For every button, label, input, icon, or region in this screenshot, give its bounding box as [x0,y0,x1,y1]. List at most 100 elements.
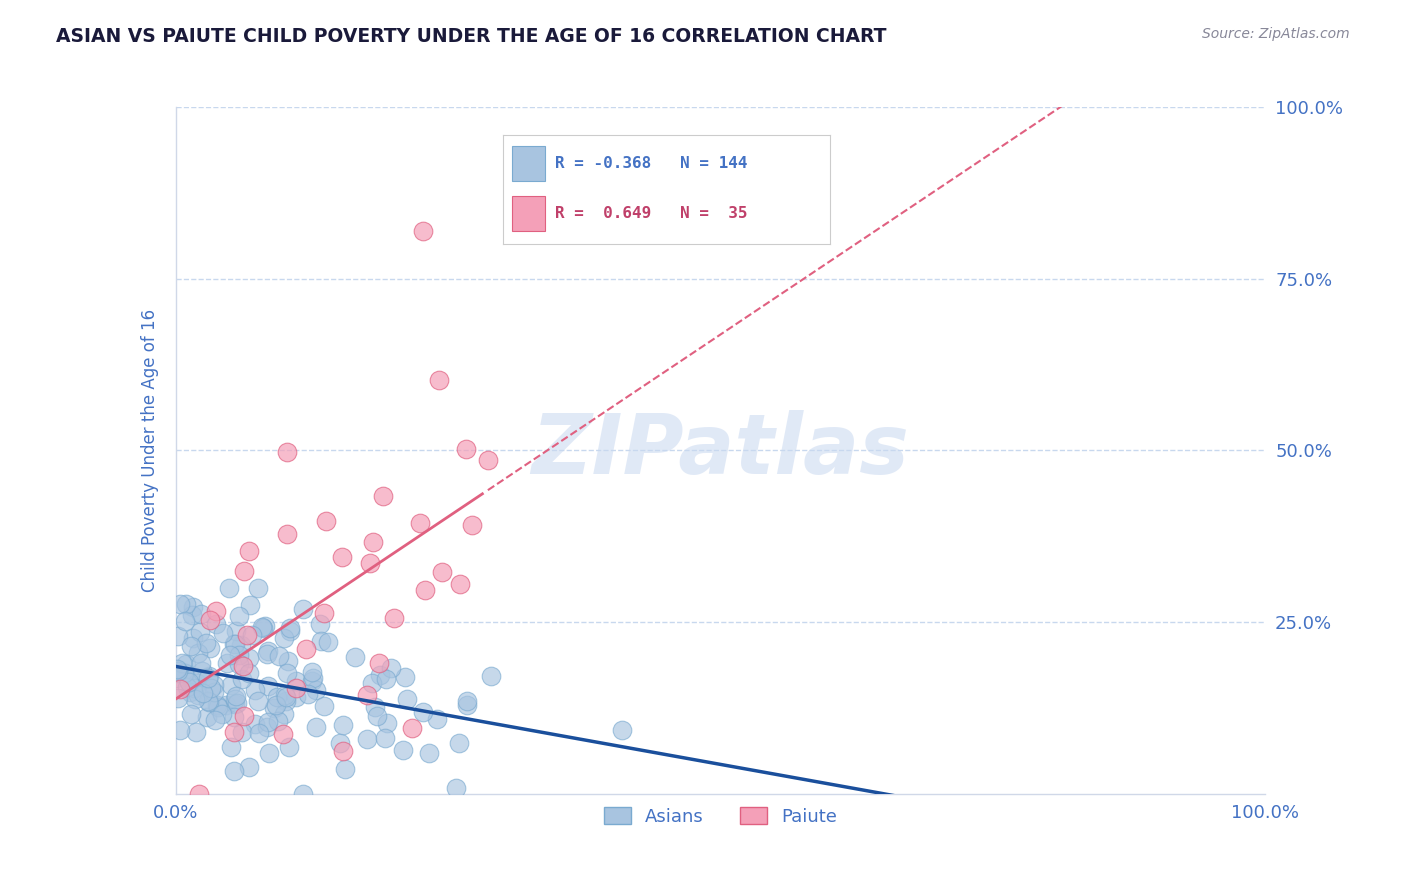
Point [202,678,225,692]
Point [183,681,205,695]
Point [169,723,191,738]
Point [301,665,323,679]
Point [225,690,247,704]
Point [167,665,190,679]
Point [449,577,471,591]
Point [256,720,278,734]
Point [314,699,336,714]
Point [179,684,201,698]
Point [197,694,219,708]
Point [371,489,394,503]
Point [166,672,188,686]
Point [271,727,294,741]
Point [273,707,295,722]
Point [366,708,388,723]
Point [257,644,280,658]
Point [454,442,477,456]
Point [356,732,378,747]
Point [364,699,387,714]
Text: ZIPatlas: ZIPatlas [531,410,910,491]
Point [176,680,198,694]
Point [172,656,194,670]
Point [278,740,301,755]
Point [224,692,246,706]
Point [190,607,212,621]
Point [277,654,299,668]
Point [361,534,384,549]
Point [318,635,340,649]
Point [246,581,269,595]
Text: ASIAN VS PAIUTE CHILD POVERTY UNDER THE AGE OF 16 CORRELATION CHART: ASIAN VS PAIUTE CHILD POVERTY UNDER THE … [56,27,887,45]
Point [238,651,260,665]
Point [315,514,337,528]
Point [179,675,201,690]
Point [180,607,202,622]
Point [243,717,266,731]
Point [200,681,222,696]
Point [215,656,238,670]
Point [301,674,323,689]
Point [187,646,209,660]
Point [375,672,398,686]
Point [368,667,391,681]
Point [333,762,356,776]
Point [305,720,328,734]
Point [305,683,328,698]
Point [426,712,449,726]
Point [173,666,195,681]
Point [276,666,298,681]
Point [231,724,253,739]
Point [284,681,307,695]
Point [430,565,453,579]
Point [198,695,221,709]
Point [250,620,273,634]
Point [174,657,197,671]
Point [329,736,352,750]
Point [274,688,297,702]
Point [257,679,280,693]
Point [187,688,209,702]
Point [374,731,396,746]
Point [218,582,240,596]
Point [412,224,434,238]
Point [228,608,250,623]
Point [215,698,238,712]
Point [266,690,288,704]
Point [219,739,242,754]
Point [228,657,250,672]
Point [180,639,202,653]
Point [243,682,266,697]
Point [368,656,391,670]
Point [207,700,229,714]
Point [219,677,242,691]
Point [412,705,434,719]
Point [236,627,259,641]
Point [195,710,218,724]
Point [456,698,478,713]
Text: Source: ZipAtlas.com: Source: ZipAtlas.com [1202,27,1350,41]
Point [181,599,204,614]
Point [295,641,318,656]
Point [477,453,499,467]
Point [232,659,254,673]
Point [167,665,190,680]
Point [190,656,212,670]
Point [332,744,354,758]
Point [273,632,295,646]
Point [396,691,419,706]
Point [256,647,278,661]
Point [375,715,398,730]
Point [297,687,319,701]
Bar [512,145,546,181]
Point [238,666,260,681]
Point [276,445,298,459]
Point [181,673,204,688]
Point [224,637,246,651]
Point [169,597,191,611]
Point [205,698,228,712]
Point [312,607,335,621]
Point [191,686,214,700]
Point [195,636,218,650]
Point [211,707,233,722]
Point [239,599,262,613]
